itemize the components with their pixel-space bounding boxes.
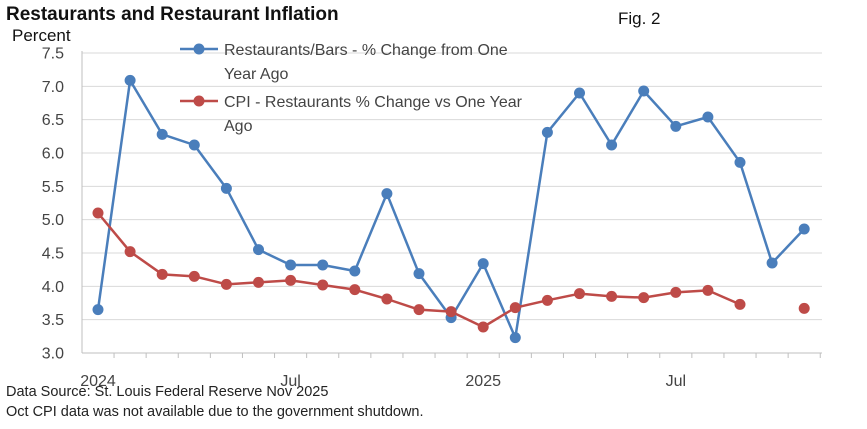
- data-point: [574, 87, 585, 99]
- series-line: [96, 79, 806, 339]
- data-point: [92, 207, 104, 219]
- data-point: [253, 276, 264, 288]
- data-point: [670, 286, 682, 298]
- x-tick-label: 2024: [80, 373, 116, 390]
- series: [92, 74, 810, 344]
- data-point: [670, 120, 682, 132]
- data-point: [124, 74, 136, 86]
- series-1: [92, 74, 810, 344]
- data-point: [734, 156, 746, 168]
- data-point: [445, 306, 457, 318]
- data-point: [285, 274, 297, 286]
- data-source-note: Data Source: St. Louis Federal Reserve N…: [6, 384, 329, 400]
- legend-swatch-marker: [193, 95, 205, 107]
- y-tick-label: 6.5: [42, 112, 64, 129]
- y-tick-labels: 3.0 3.5 4.0 4.5 5.0 5.5 6.0 6.5 7.0 7.5: [42, 46, 64, 363]
- data-point: [606, 139, 618, 151]
- y-tick-label: 4.5: [42, 246, 64, 263]
- data-point: [766, 257, 778, 269]
- x-tick-label: Jul: [666, 373, 686, 390]
- y-tick-label: 3.5: [42, 312, 64, 329]
- data-point: [253, 244, 264, 256]
- data-point: [541, 126, 553, 138]
- data-point: [509, 302, 521, 314]
- x-tick-label: 2025: [465, 373, 501, 390]
- legend-label: Ago: [224, 118, 253, 135]
- data-point: [220, 278, 232, 290]
- legend: Restaurants/Bars - % Change from One Year…: [180, 42, 523, 135]
- data-point: [638, 292, 650, 304]
- series-2: [92, 207, 810, 333]
- data-point: [702, 284, 714, 296]
- data-point: [734, 298, 746, 310]
- legend-label: Restaurants/Bars - % Change from One: [224, 42, 508, 59]
- data-point: [285, 259, 297, 271]
- figure-label: Fig. 2: [618, 9, 661, 28]
- y-axis-label: Percent: [12, 26, 71, 45]
- y-tick-label: 3.0: [42, 346, 64, 363]
- data-point: [798, 223, 810, 235]
- data-point: [798, 302, 810, 314]
- data-point: [220, 182, 232, 194]
- data-point: [606, 290, 618, 302]
- data-point: [413, 304, 425, 316]
- data-point: [509, 332, 521, 344]
- legend-entry-2: CPI - Restaurants % Change vs One Year Ag…: [180, 94, 523, 135]
- data-point: [156, 268, 168, 280]
- data-point: [381, 188, 393, 200]
- data-point: [574, 288, 585, 300]
- data-point: [188, 139, 200, 151]
- data-point: [188, 270, 200, 282]
- data-point: [317, 279, 329, 291]
- data-point: [124, 246, 136, 258]
- footnote: Oct CPI data was not available due to th…: [6, 404, 424, 420]
- data-point: [317, 259, 329, 271]
- legend-label: CPI - Restaurants % Change vs One Year: [224, 94, 523, 111]
- x-tick-label: Jul: [280, 373, 300, 390]
- data-point: [413, 268, 425, 280]
- data-point: [702, 111, 714, 123]
- y-tick-label: 6.0: [42, 146, 64, 163]
- y-tick-label: 7.0: [42, 79, 64, 96]
- axes: [81, 51, 822, 358]
- data-point: [349, 284, 361, 296]
- data-point: [349, 265, 361, 277]
- x-tick-labels: 2024 Jul 2025 Jul: [80, 373, 686, 390]
- y-tick-label: 5.0: [42, 212, 64, 229]
- chart-title: Restaurants and Restaurant Inflation: [6, 4, 339, 25]
- data-point: [477, 258, 489, 270]
- legend-entry-1: Restaurants/Bars - % Change from One Year…: [180, 42, 508, 83]
- data-point: [381, 293, 393, 305]
- legend-label: Year Ago: [224, 66, 288, 83]
- legend-swatch-marker: [193, 43, 205, 55]
- data-point: [477, 321, 489, 333]
- data-point: [638, 85, 650, 97]
- y-tick-label: 5.5: [42, 179, 64, 196]
- data-point: [92, 304, 104, 316]
- y-tick-label: 4.0: [42, 279, 64, 296]
- data-point: [541, 294, 553, 306]
- data-point: [156, 128, 168, 140]
- y-tick-label: 7.5: [42, 46, 64, 63]
